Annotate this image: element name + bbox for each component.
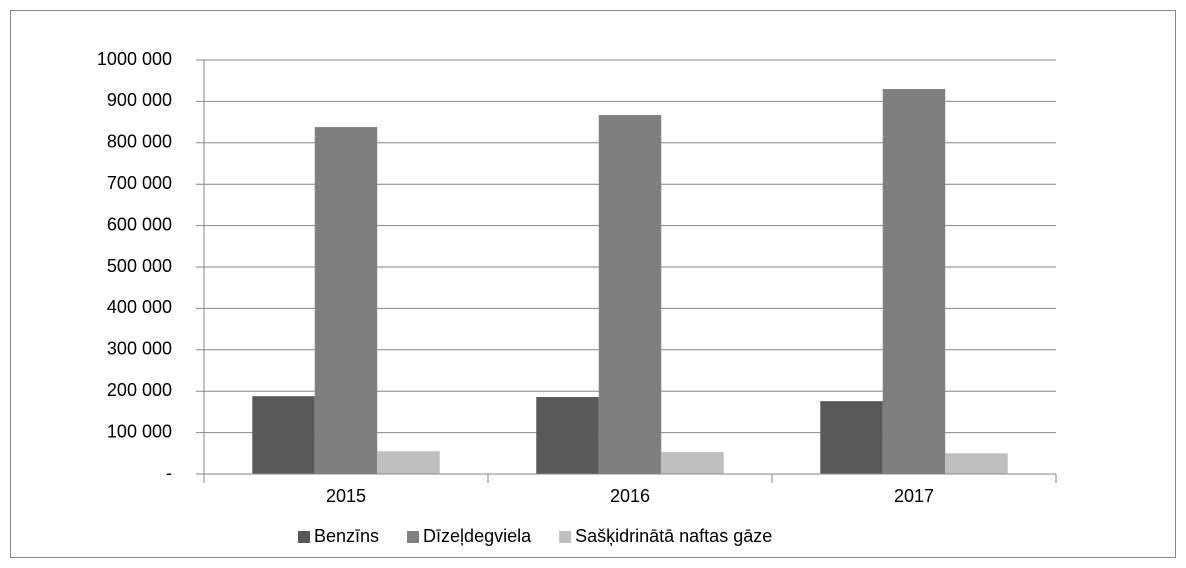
- y-tick-label: 500 000: [107, 256, 172, 276]
- bar: [252, 396, 315, 474]
- legend-swatch: [298, 531, 310, 543]
- y-tick-label: 800 000: [107, 132, 172, 152]
- bar: [598, 115, 662, 474]
- y-tick-label: 1000 000: [97, 49, 172, 69]
- y-tick-label: 300 000: [107, 339, 172, 359]
- bar: [377, 451, 440, 474]
- bar: [820, 401, 883, 474]
- bar: [314, 127, 378, 475]
- legend-label: Benzīns: [314, 526, 379, 546]
- x-tick-label: 2016: [610, 486, 650, 506]
- legend-label: Dīzeļdegviela: [423, 526, 532, 546]
- y-tick-label: 200 000: [107, 380, 172, 400]
- legend-label: Sašķidrinātā naftas gāze: [575, 526, 772, 546]
- y-tick-label: -: [166, 463, 172, 483]
- y-tick-label: 600 000: [107, 214, 172, 234]
- y-tick-label: 100 000: [107, 421, 172, 441]
- chart-border: [10, 10, 1176, 558]
- x-tick-label: 2015: [326, 486, 366, 506]
- y-tick-label: 400 000: [107, 297, 172, 317]
- y-tick-label: 700 000: [107, 173, 172, 193]
- bar: [945, 453, 1008, 474]
- legend-swatch: [559, 531, 572, 543]
- y-tick-label: 900 000: [107, 90, 172, 110]
- bar: [882, 88, 946, 474]
- legend-swatch: [407, 531, 420, 543]
- x-tick-label: 2017: [894, 486, 934, 506]
- bar: [536, 396, 599, 474]
- bar: [661, 452, 724, 474]
